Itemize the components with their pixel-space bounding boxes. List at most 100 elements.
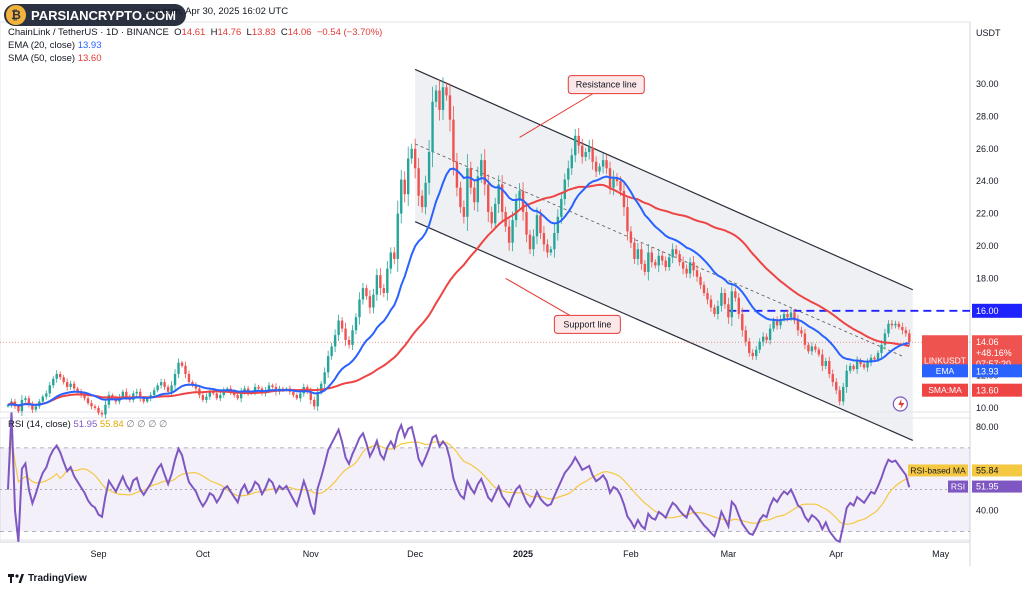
candle[interactable]	[800, 330, 803, 334]
candle[interactable]	[163, 382, 166, 387]
candle[interactable]	[490, 211, 493, 224]
candle[interactable]	[34, 406, 38, 410]
candle[interactable]	[72, 383, 76, 389]
candle[interactable]	[90, 403, 93, 407]
candle[interactable]	[824, 361, 827, 366]
candle[interactable]	[413, 148, 417, 169]
candle[interactable]	[890, 323, 894, 326]
candle[interactable]	[417, 168, 420, 196]
candle[interactable]	[727, 304, 730, 318]
resistance-trendline[interactable]	[414, 68, 914, 291]
candle[interactable]	[431, 101, 434, 153]
candle[interactable]	[789, 312, 793, 318]
candle[interactable]	[605, 160, 608, 169]
candle[interactable]	[316, 391, 319, 407]
resistance-callout-box[interactable]	[567, 75, 645, 95]
candle[interactable]	[396, 213, 399, 259]
candle[interactable]	[17, 406, 20, 412]
candle[interactable]	[180, 362, 184, 366]
candle[interactable]	[674, 249, 678, 255]
candle[interactable]	[567, 168, 570, 180]
candle[interactable]	[434, 90, 438, 102]
candle[interactable]	[744, 330, 747, 342]
candle[interactable]	[330, 346, 333, 357]
rsi-line[interactable]	[7, 412, 911, 544]
candle[interactable]	[581, 145, 584, 157]
candle[interactable]	[222, 390, 225, 396]
candle[interactable]	[542, 233, 546, 245]
candle[interactable]	[177, 362, 180, 374]
candle[interactable]	[194, 385, 198, 389]
candle[interactable]	[598, 166, 601, 172]
candle[interactable]	[619, 181, 622, 191]
candle[interactable]	[340, 320, 344, 329]
candle[interactable]	[848, 365, 852, 371]
candle[interactable]	[577, 135, 580, 146]
ema20-line[interactable]	[7, 167, 910, 407]
sma50-line[interactable]	[7, 183, 910, 408]
candle[interactable]	[883, 333, 887, 345]
support-callout-box[interactable]	[553, 314, 621, 334]
candle[interactable]	[810, 346, 814, 352]
candle[interactable]	[692, 262, 695, 271]
candle[interactable]	[295, 395, 299, 399]
candle[interactable]	[831, 373, 834, 383]
candle[interactable]	[31, 404, 34, 410]
candle[interactable]	[83, 395, 86, 399]
candle[interactable]	[901, 327, 904, 331]
candle[interactable]	[497, 184, 500, 204]
candle[interactable]	[629, 231, 633, 243]
candle[interactable]	[320, 383, 323, 392]
candle[interactable]	[462, 207, 466, 217]
candle[interactable]	[97, 408, 100, 413]
candle[interactable]	[852, 365, 855, 370]
candle[interactable]	[779, 318, 782, 326]
candle[interactable]	[347, 339, 351, 345]
candle[interactable]	[86, 398, 90, 404]
candle[interactable]	[699, 276, 702, 285]
candle[interactable]	[326, 356, 330, 373]
candle[interactable]	[361, 288, 365, 300]
candle[interactable]	[100, 412, 104, 415]
candle[interactable]	[487, 184, 490, 212]
candle[interactable]	[775, 320, 779, 326]
candle[interactable]	[494, 203, 497, 224]
candle[interactable]	[873, 357, 876, 360]
candle[interactable]	[730, 291, 734, 318]
candle[interactable]	[570, 155, 573, 169]
candle[interactable]	[661, 255, 664, 261]
candle[interactable]	[706, 292, 709, 300]
candle[interactable]	[344, 328, 347, 340]
candle[interactable]	[626, 207, 629, 232]
candle[interactable]	[184, 365, 187, 374]
candle[interactable]	[591, 147, 594, 162]
candle[interactable]	[838, 390, 841, 402]
candle[interactable]	[379, 275, 382, 289]
candle[interactable]	[803, 333, 807, 345]
candle[interactable]	[24, 398, 27, 400]
candle[interactable]	[904, 330, 908, 334]
candle[interactable]	[452, 119, 455, 162]
candle[interactable]	[734, 291, 737, 298]
candle[interactable]	[267, 385, 271, 391]
candle[interactable]	[219, 395, 222, 399]
candle[interactable]	[859, 361, 862, 365]
candle[interactable]	[633, 242, 636, 259]
candle[interactable]	[309, 391, 312, 400]
candle[interactable]	[142, 398, 145, 402]
candle[interactable]	[445, 87, 448, 96]
candle[interactable]	[556, 216, 560, 234]
candle[interactable]	[386, 268, 389, 293]
candle[interactable]	[587, 147, 591, 153]
candle[interactable]	[622, 190, 626, 208]
candle[interactable]	[765, 336, 768, 340]
rsi-tag-bg[interactable]	[972, 480, 1022, 493]
candle[interactable]	[389, 252, 392, 269]
candle[interactable]	[584, 152, 587, 157]
sma-legend[interactable]: SMA (50, close) 13.60	[8, 53, 101, 64]
candle[interactable]	[459, 187, 462, 208]
candle[interactable]	[546, 244, 549, 253]
candle[interactable]	[333, 335, 337, 347]
candle[interactable]	[702, 284, 706, 293]
